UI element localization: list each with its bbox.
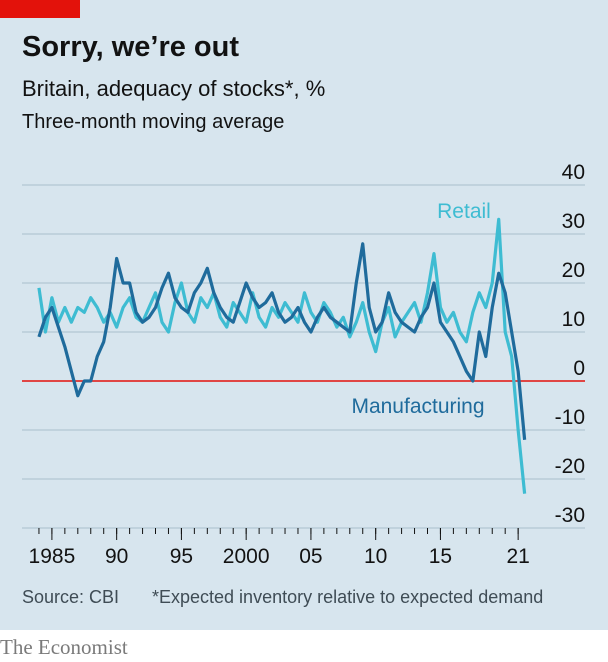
y-tick-label: 40: [562, 161, 585, 184]
subtitle-2: Three-month moving average: [22, 111, 284, 133]
retail-label: Retail: [437, 200, 491, 223]
footer-background: [0, 630, 608, 662]
series-line: [37, 242, 527, 440]
x-tick-label: 05: [299, 545, 322, 568]
x-tick-label: 90: [105, 545, 128, 568]
y-tick-label: -10: [555, 406, 585, 429]
brand: The Economist: [0, 635, 128, 659]
x-tick-label: 95: [170, 545, 193, 568]
red-tab: [0, 0, 80, 18]
y-tick-label: 20: [562, 259, 585, 282]
manufacturing-label: Manufacturing: [351, 395, 484, 418]
footnote: *Expected inventory relative to expected…: [152, 587, 543, 607]
x-tick-label: 10: [364, 545, 387, 568]
y-tick-label: -30: [555, 504, 585, 527]
y-tick-label: 10: [562, 308, 585, 331]
x-tick-label: 1985: [29, 545, 76, 568]
chart-title: Sorry, we’re out: [22, 31, 239, 63]
y-tick-label: -20: [555, 455, 585, 478]
y-tick-label: 30: [562, 210, 585, 233]
y-tick-label: 0: [573, 357, 585, 380]
source: Source: CBI: [22, 587, 119, 607]
x-tick-label: 21: [506, 545, 529, 568]
x-tick-label: 15: [429, 545, 452, 568]
subtitle: Britain, adequacy of stocks*, %: [22, 76, 325, 101]
x-tick-label: 2000: [223, 545, 270, 568]
series-line: [37, 217, 527, 494]
